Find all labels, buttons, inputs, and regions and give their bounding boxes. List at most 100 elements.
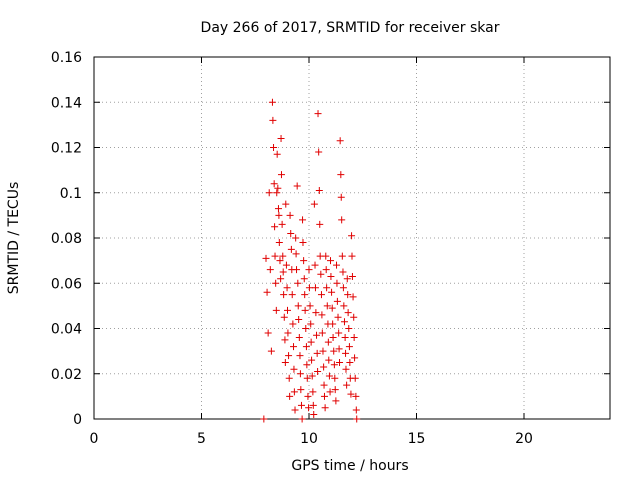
data-point — [335, 345, 343, 353]
data-point — [302, 325, 310, 332]
x-tick-label: 0 — [90, 431, 99, 447]
data-point — [269, 116, 277, 124]
data-point — [350, 313, 358, 321]
data-point — [276, 257, 284, 265]
grid-lines — [94, 57, 610, 419]
data-point — [300, 257, 308, 265]
data-point — [313, 331, 321, 339]
data-point — [336, 358, 344, 366]
y-tick-label: 0.12 — [51, 141, 82, 157]
data-point — [277, 171, 285, 179]
data-point — [290, 388, 298, 396]
data-point — [323, 284, 331, 292]
data-point — [286, 211, 294, 219]
data-point — [285, 352, 293, 360]
data-point — [342, 365, 350, 373]
data-point — [271, 223, 279, 231]
data-point — [339, 284, 347, 292]
data-point — [343, 381, 351, 389]
data-point — [270, 180, 278, 188]
y-tick-label: 0.08 — [51, 231, 82, 247]
x-tick-label: 20 — [515, 431, 533, 447]
data-point — [275, 239, 283, 247]
data-point — [320, 363, 328, 371]
data-point — [296, 352, 304, 360]
y-tick-label: 0.14 — [51, 95, 82, 111]
data-point — [293, 182, 301, 190]
data-point — [336, 137, 344, 145]
data-point — [274, 205, 282, 213]
data-point — [287, 245, 295, 253]
data-point — [307, 338, 315, 346]
data-point — [283, 284, 291, 292]
data-point — [274, 184, 282, 192]
data-point — [312, 309, 320, 317]
data-point — [321, 404, 329, 412]
data-point — [294, 302, 302, 310]
data-point — [273, 150, 281, 158]
x-axis-label: GPS time / hours — [291, 458, 408, 474]
data-point — [297, 401, 305, 409]
data-point — [301, 306, 309, 314]
data-point — [305, 284, 313, 292]
data-point — [279, 268, 287, 276]
data-point — [329, 320, 337, 328]
data-point — [337, 171, 345, 179]
data-point — [290, 365, 298, 373]
data-point — [334, 313, 342, 321]
data-point — [286, 392, 294, 400]
y-tick-label: 0.16 — [51, 50, 82, 66]
data-point — [331, 386, 339, 394]
data-point — [306, 302, 314, 310]
data-point — [332, 397, 340, 405]
data-point — [327, 272, 335, 280]
data-point — [307, 320, 315, 328]
data-point — [315, 148, 323, 156]
data-point — [311, 284, 319, 292]
data-point — [290, 343, 298, 351]
data-point — [277, 275, 285, 283]
data-point — [343, 275, 351, 283]
data-point — [310, 410, 318, 418]
data-point — [340, 318, 348, 326]
axis-ticks: 0 0.02 0.04 0.06 0.08 0.1 0.12 0.14 0.16 0 5 10 15 20 — [51, 50, 610, 447]
data-point — [268, 98, 276, 106]
data-point — [319, 347, 327, 355]
y-tick-label: 0.04 — [51, 322, 82, 338]
y-tick-label: 0.02 — [51, 367, 82, 383]
data-point — [304, 392, 312, 400]
data-point — [310, 200, 318, 208]
data-point — [299, 239, 307, 247]
data-point — [294, 279, 302, 287]
y-tick-label: 0.1 — [60, 186, 82, 202]
data-point — [325, 372, 333, 380]
data-point — [292, 234, 300, 242]
y-axis-label: SRMTID / TECUs — [6, 182, 22, 295]
y-tick-label: 0.06 — [51, 276, 82, 292]
data-point — [315, 186, 323, 194]
data-point — [329, 334, 337, 342]
data-point — [345, 325, 353, 332]
data-point — [317, 291, 325, 299]
data-point — [288, 291, 296, 299]
data-point — [344, 291, 352, 299]
data-point — [262, 254, 270, 262]
data-point — [265, 189, 273, 197]
data-point — [338, 216, 346, 224]
data-point — [340, 302, 348, 310]
data-point — [267, 347, 275, 355]
data-point — [263, 288, 271, 296]
data-point — [299, 216, 307, 224]
data-point — [337, 193, 345, 201]
data-point — [346, 358, 354, 366]
data-point — [287, 229, 295, 237]
data-point — [308, 372, 316, 380]
data-point — [281, 336, 289, 344]
data-point — [348, 232, 356, 240]
data-point — [352, 392, 360, 400]
data-point — [314, 367, 322, 375]
data-point — [347, 390, 355, 398]
data-point — [301, 291, 309, 299]
data-point — [320, 381, 328, 389]
data-point — [300, 275, 308, 283]
